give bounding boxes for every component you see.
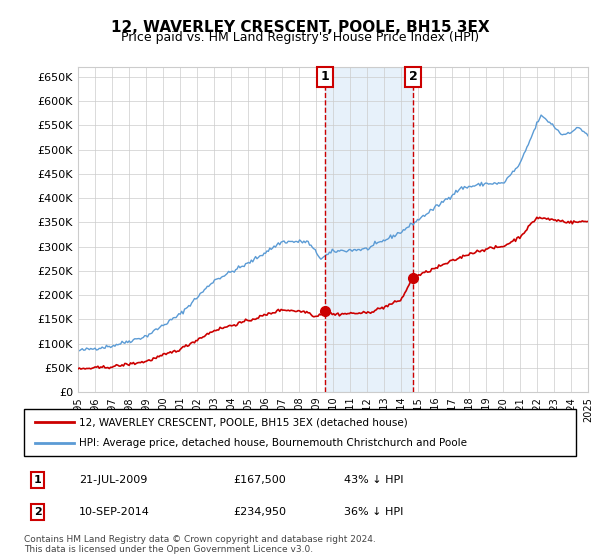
Text: 12, WAVERLEY CRESCENT, POOLE, BH15 3EX (detached house): 12, WAVERLEY CRESCENT, POOLE, BH15 3EX (…: [79, 417, 408, 427]
Text: HPI: Average price, detached house, Bournemouth Christchurch and Poole: HPI: Average price, detached house, Bour…: [79, 438, 467, 448]
Text: 21-JUL-2009: 21-JUL-2009: [79, 475, 148, 485]
Text: 10-SEP-2014: 10-SEP-2014: [79, 507, 150, 517]
Text: 36% ↓ HPI: 36% ↓ HPI: [344, 507, 404, 517]
Text: 12, WAVERLEY CRESCENT, POOLE, BH15 3EX: 12, WAVERLEY CRESCENT, POOLE, BH15 3EX: [110, 20, 490, 35]
Bar: [325, 67, 413, 392]
Text: 2: 2: [409, 71, 417, 83]
Text: 1: 1: [34, 475, 41, 485]
Text: £234,950: £234,950: [234, 507, 287, 517]
Text: Contains HM Land Registry data © Crown copyright and database right 2024.
This d: Contains HM Land Registry data © Crown c…: [24, 535, 376, 554]
Text: £167,500: £167,500: [234, 475, 287, 485]
Text: Price paid vs. HM Land Registry's House Price Index (HPI): Price paid vs. HM Land Registry's House …: [121, 31, 479, 44]
Text: 2: 2: [34, 507, 41, 517]
Text: 43% ↓ HPI: 43% ↓ HPI: [344, 475, 404, 485]
Text: 1: 1: [321, 71, 330, 83]
FancyBboxPatch shape: [24, 409, 576, 456]
